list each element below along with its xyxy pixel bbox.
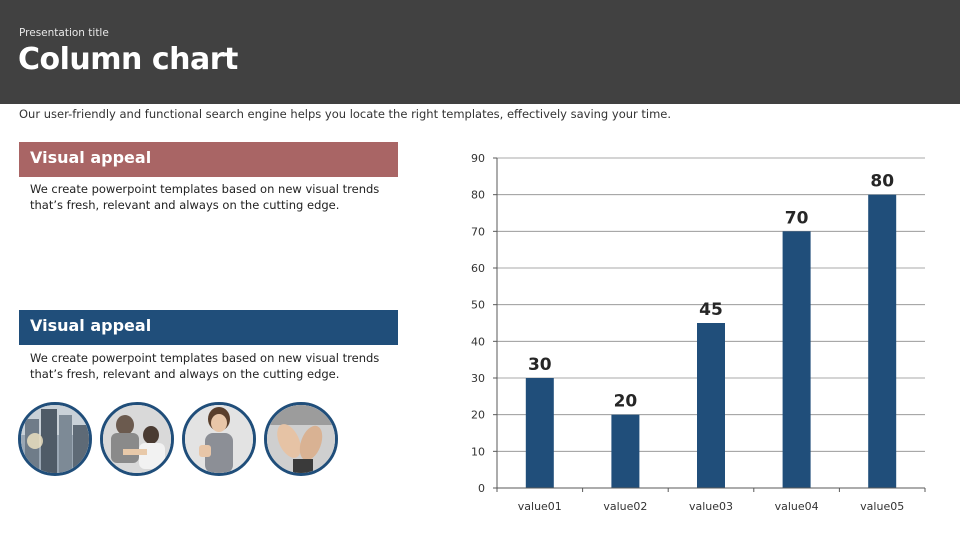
section-heading-1: Visual appeal [19,142,398,177]
data-label: 30 [528,355,552,375]
y-tick-label: 90 [471,152,485,165]
bar-value01 [525,378,554,488]
applauding-hands-photo [264,402,338,476]
section-text-2-line1: We create powerpoint templates based on … [30,351,380,365]
y-tick-label: 70 [471,225,485,238]
y-tick-label: 0 [478,482,485,495]
x-tick-label: value05 [860,500,904,513]
section-heading-2: Visual appeal [19,310,398,345]
city-buildings-photo [18,402,92,476]
bar-value04 [782,231,811,488]
bar-value05 [868,194,897,488]
x-tick-label: value02 [603,500,647,513]
x-tick-label: value01 [518,500,562,513]
y-tick-label: 40 [471,335,485,348]
bar-value03 [697,323,725,488]
y-tick-label: 30 [471,372,485,385]
section-text-1: We create powerpoint templates based on … [30,181,390,213]
y-tick-label: 60 [471,262,485,275]
data-label: 20 [614,392,638,412]
businesswoman-on-phone-photo [182,402,256,476]
section-text-1-line2: that’s fresh, relevant and always on the… [30,198,340,212]
y-tick-label: 80 [471,189,485,202]
slide-title: Column chart [18,42,238,77]
bar-value02 [611,414,640,488]
data-label: 70 [785,208,809,228]
header-bar: Presentation title Column chart [0,0,960,104]
section-text-2-line2: that’s fresh, relevant and always on the… [30,367,340,381]
y-tick-label: 20 [471,409,485,422]
business-team-photo [100,402,174,476]
data-label: 45 [699,300,723,320]
slide-subtitle: Our user-friendly and functional search … [19,107,672,121]
x-tick-label: value04 [775,500,819,513]
data-label: 80 [870,172,894,192]
y-tick-label: 10 [471,445,485,458]
y-tick-label: 50 [471,299,485,312]
section-text-2: We create powerpoint templates based on … [30,350,390,382]
presentation-title: Presentation title [19,27,109,39]
section-text-1-line1: We create powerpoint templates based on … [30,182,380,196]
x-tick-label: value03 [689,500,733,513]
column-chart: 0 10 20 30 40 50 60 70 80 90 30 20 45 70 80 value01 va… [471,152,926,513]
